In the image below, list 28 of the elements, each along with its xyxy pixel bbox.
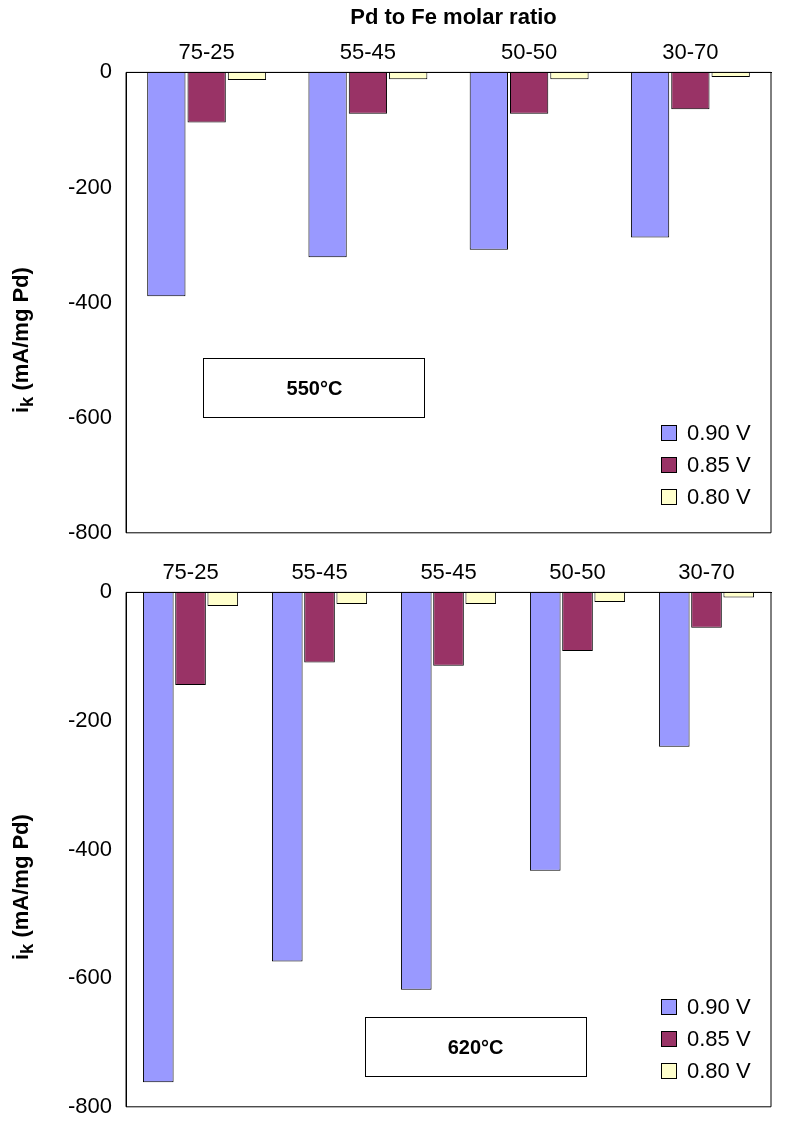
chart-title: Pd to Fe molar ratio	[349, 3, 558, 31]
y-tick-label: -800	[67, 1092, 113, 1118]
x-tick-label: 55-45	[339, 39, 397, 65]
x-tick-label: 75-25	[178, 39, 235, 65]
x-tick-label: 55-45	[420, 559, 477, 585]
x-tick-label: 55-45	[291, 559, 348, 585]
legend-label: 0.90 V	[687, 993, 751, 1020]
x-tick-label: 30-70	[678, 559, 735, 585]
legend-label: 0.80 V	[687, 483, 751, 510]
legend-label: 0.85 V	[687, 451, 751, 478]
x-tick-label: 30-70	[662, 39, 719, 65]
y-tick-label: -400	[67, 288, 113, 314]
x-tick-label: 50-50	[549, 559, 606, 585]
legend-label: 0.85 V	[687, 1025, 751, 1052]
y-tick-label: -200	[67, 707, 113, 733]
x-tick-label: 75-25	[162, 559, 219, 585]
framed-label-box: 550°C	[203, 357, 426, 418]
y-tick-label: -800	[67, 518, 113, 544]
y-tick-label: 0	[99, 58, 113, 84]
x-tick-label: 50-50	[501, 39, 558, 65]
framed-label-box: 620°C	[364, 1016, 587, 1077]
legend-label: 0.90 V	[687, 419, 751, 446]
y-tick-label: -600	[67, 964, 113, 990]
y-tick-label: -200	[67, 173, 113, 199]
y-tick-label: 0	[99, 578, 113, 604]
legend-label: 0.80 V	[687, 1057, 751, 1084]
y-tick-label: -400	[67, 835, 113, 861]
y-tick-label: -600	[67, 403, 113, 429]
